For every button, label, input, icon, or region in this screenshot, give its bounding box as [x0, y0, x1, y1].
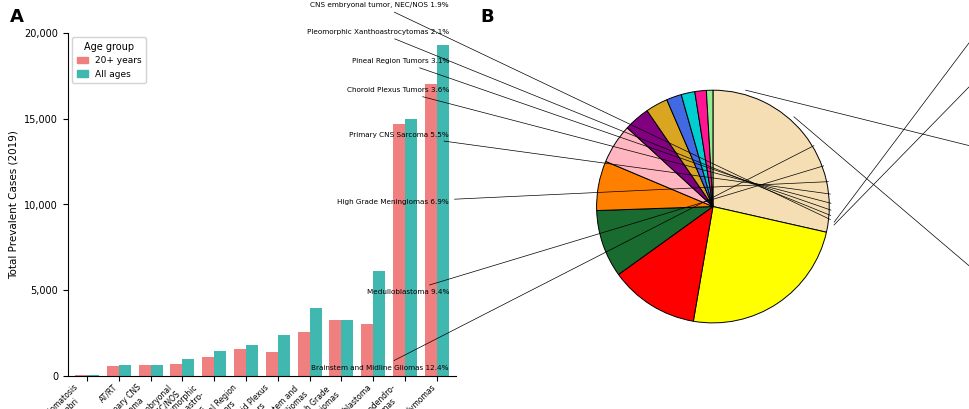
Bar: [234, 349, 246, 376]
Wedge shape: [596, 207, 712, 274]
Bar: [360, 324, 373, 376]
Text: Gliomatosis Cerebri 0.9%: Gliomatosis Cerebri 0.9%: [833, 29, 969, 225]
Wedge shape: [646, 100, 712, 207]
Wedge shape: [680, 92, 712, 207]
Bar: [214, 351, 226, 376]
Bar: [150, 365, 163, 376]
Bar: [75, 375, 87, 376]
Text: Pineal Region Tumors 3.1%: Pineal Region Tumors 3.1%: [351, 58, 830, 210]
Bar: [297, 332, 309, 376]
Bar: [424, 84, 436, 376]
Text: A: A: [10, 8, 23, 26]
Text: Pleomorphic Xanthoastrocytomas 2.1%: Pleomorphic Xanthoastrocytomas 2.1%: [306, 29, 829, 216]
Text: Brainstem and Midline Gliomas 12.4%: Brainstem and Midline Gliomas 12.4%: [311, 146, 813, 371]
Bar: [405, 119, 417, 376]
Bar: [373, 272, 385, 376]
Bar: [118, 365, 131, 376]
Text: Oligodendrogliomas 24.2%: Oligodendrogliomas 24.2%: [793, 117, 969, 317]
Bar: [341, 319, 353, 376]
Text: B: B: [480, 8, 493, 26]
Text: Primary CNS Sarcoma 5.5%: Primary CNS Sarcoma 5.5%: [349, 132, 829, 194]
Text: Choroid Plexus Tumors 3.6%: Choroid Plexus Tumors 3.6%: [346, 87, 830, 203]
Bar: [182, 359, 194, 376]
Bar: [266, 352, 277, 376]
Text: Medulloblastoma 9.4%: Medulloblastoma 9.4%: [366, 166, 823, 294]
Bar: [202, 357, 214, 376]
Bar: [87, 375, 99, 376]
Wedge shape: [627, 111, 712, 207]
Text: CNS embryonal tumor, NEC/NOS 1.9%: CNS embryonal tumor, NEC/NOS 1.9%: [310, 2, 829, 220]
Y-axis label: Total Prevalent Cases (2019): Total Prevalent Cases (2019): [9, 130, 18, 279]
Bar: [139, 365, 150, 376]
Bar: [277, 335, 290, 376]
Wedge shape: [693, 207, 826, 323]
Text: AT/RT 1.6%: AT/RT 1.6%: [833, 2, 969, 222]
Wedge shape: [705, 90, 712, 207]
Bar: [309, 308, 322, 376]
Bar: [246, 345, 258, 376]
Wedge shape: [712, 90, 828, 232]
Bar: [436, 45, 449, 376]
Wedge shape: [666, 94, 712, 207]
Wedge shape: [596, 162, 712, 211]
Bar: [329, 319, 341, 376]
Bar: [392, 124, 405, 376]
Text: Ependymomas 28.6%: Ependymomas 28.6%: [745, 90, 969, 160]
Legend: 20+ years, All ages: 20+ years, All ages: [73, 37, 146, 83]
Wedge shape: [605, 128, 712, 207]
Bar: [171, 364, 182, 376]
Text: High Grade Meningiomas 6.9%: High Grade Meningiomas 6.9%: [337, 182, 828, 205]
Wedge shape: [694, 90, 712, 207]
Bar: [107, 366, 118, 376]
Wedge shape: [618, 207, 712, 321]
